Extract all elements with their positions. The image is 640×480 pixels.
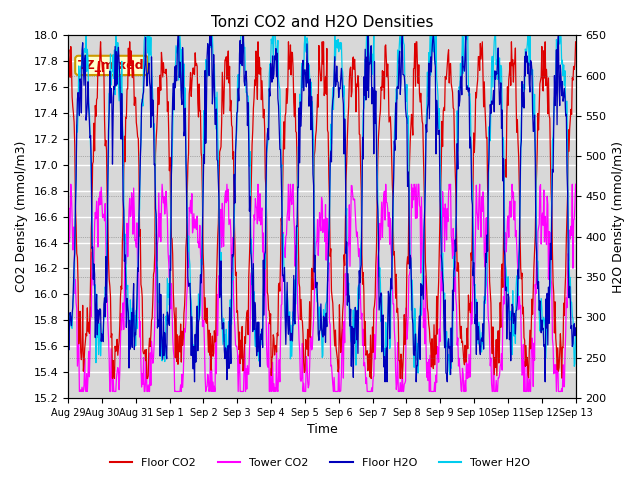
Tower CO2 xyxy=(572,181,579,187)
Line: Tower CO2: Tower CO2 xyxy=(68,184,575,392)
X-axis label: Time: Time xyxy=(307,423,337,436)
Tower H2O xyxy=(218,307,225,313)
Line: Floor CO2: Floor CO2 xyxy=(68,42,575,379)
Floor CO2 xyxy=(404,254,412,260)
Y-axis label: H2O Density (mmol/m3): H2O Density (mmol/m3) xyxy=(612,141,625,293)
Tower CO2 xyxy=(125,208,133,214)
Tower H2O xyxy=(374,250,382,255)
Tower CO2 xyxy=(218,201,226,206)
Line: Floor H2O: Floor H2O xyxy=(68,36,575,382)
Floor CO2 xyxy=(375,123,383,129)
Y-axis label: CO2 Density (mmol/m3): CO2 Density (mmol/m3) xyxy=(15,141,28,292)
Title: Tonzi CO2 and H2O Densities: Tonzi CO2 and H2O Densities xyxy=(211,15,433,30)
Tower H2O xyxy=(82,33,90,38)
Floor H2O xyxy=(375,307,383,313)
Tower CO2 xyxy=(64,208,72,214)
Floor H2O xyxy=(244,122,252,128)
Tower CO2 xyxy=(244,363,252,369)
Tower H2O xyxy=(64,340,72,346)
Floor CO2 xyxy=(244,308,252,313)
Legend: Floor CO2, Tower CO2, Floor H2O, Tower H2O: Floor CO2, Tower CO2, Floor H2O, Tower H… xyxy=(105,453,535,472)
Floor CO2 xyxy=(218,70,226,75)
Text: TZ_mixed: TZ_mixed xyxy=(78,59,145,72)
Tower H2O xyxy=(243,89,251,95)
Tower CO2 xyxy=(375,246,383,252)
Floor H2O xyxy=(218,326,226,332)
Floor CO2 xyxy=(572,39,579,45)
Floor CO2 xyxy=(64,55,72,60)
Floor CO2 xyxy=(111,376,118,382)
Tower H2O xyxy=(262,239,270,245)
Floor H2O xyxy=(64,319,72,325)
Tower H2O xyxy=(446,372,454,378)
Line: Tower H2O: Tower H2O xyxy=(68,36,575,375)
Floor H2O xyxy=(124,304,132,310)
Tower H2O xyxy=(403,82,411,87)
Tower CO2 xyxy=(76,389,83,395)
Tower H2O xyxy=(125,319,132,324)
Floor H2O xyxy=(191,379,198,384)
Floor H2O xyxy=(174,33,182,38)
Floor CO2 xyxy=(125,73,133,79)
Floor H2O xyxy=(572,325,579,331)
Tower CO2 xyxy=(263,345,271,350)
Floor H2O xyxy=(263,146,271,152)
Tower CO2 xyxy=(67,181,75,187)
Floor CO2 xyxy=(97,39,104,45)
Floor H2O xyxy=(404,183,412,189)
Tower H2O xyxy=(572,332,579,337)
Floor CO2 xyxy=(263,216,271,222)
Tower CO2 xyxy=(404,327,412,333)
